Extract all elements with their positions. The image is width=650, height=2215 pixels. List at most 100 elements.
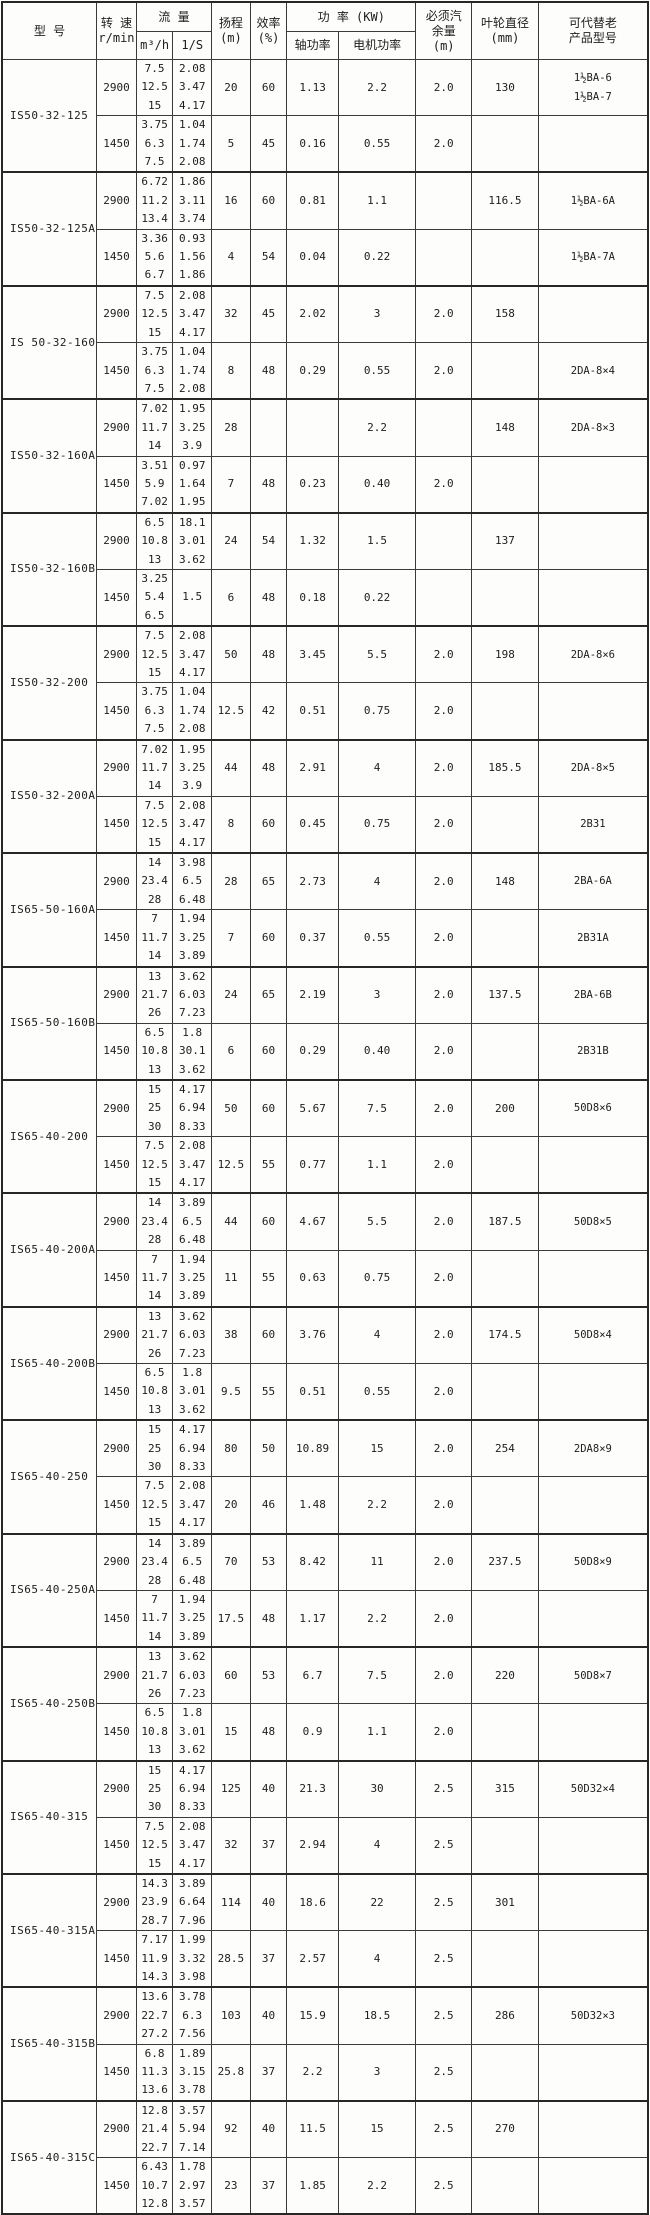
spec-row: 1450 3.75 6.3 7.5 1.04 1.74 2.08 8 48 0.29 0.55 2.0… <box>2 342 649 400</box>
flow-m3h-values: 6.72 11.2 13.4 <box>135 171 174 230</box>
flow-m3h-values: 7.5 12.5 15 <box>135 1816 174 1875</box>
flow-ls-values: 3.98 6.5 6.48 <box>172 852 213 911</box>
col-header-flow: 流 量 <box>135 1 213 32</box>
speed-value: 2900 <box>96 1419 137 1478</box>
speed-value: 1450 <box>96 455 137 514</box>
speed-value: 2900 <box>96 1759 137 1818</box>
flow-ls-values: 3.89 6.5 6.48 <box>172 1532 213 1591</box>
flow-ls-values: 3.57 5.94 7.14 <box>172 2099 213 2159</box>
col-header-motor-power: 电机功率 <box>337 31 417 60</box>
head-value: 38 <box>211 1305 251 1365</box>
flow-ls-values: 1.04 1.74 2.08 <box>172 342 213 400</box>
head-value: 60 <box>211 1646 251 1705</box>
head-value: 28.5 <box>211 1930 251 1988</box>
speed-value: 1450 <box>96 795 137 854</box>
model-name: IS65-40-315 <box>1 1759 98 1875</box>
model-name: IS65-40-250A <box>1 1532 98 1648</box>
motor-power-value: 0.22 <box>337 228 417 287</box>
spec-row: IS65-40-200B 2900 13 21.7 26 3.62 6.03 7.23 38 60… <box>1 1305 649 1421</box>
shaft-power-value: 5.67 <box>286 1078 339 1138</box>
head-value: 8 <box>211 795 251 854</box>
efficiency-value: 40 <box>249 1759 288 1818</box>
impeller-diameter-value <box>471 1816 539 1875</box>
col-header-flow-m3h: m³/h <box>135 31 174 60</box>
head-value: 32 <box>211 1816 251 1875</box>
flow-ls-values: 1.89 3.15 3.78 <box>172 2043 213 2102</box>
npsh-value: 2.0 <box>415 1646 473 1705</box>
head-value: 28 <box>211 852 251 911</box>
motor-power-value: 7.5 <box>337 1078 417 1138</box>
impeller-diameter-value: 116.5 <box>471 171 539 230</box>
efficiency-value: 65 <box>249 852 288 911</box>
spec-row: 1450 7 11.7 14 1.94 3.25 3.89 7 60 0.37 0.55 2.0 2B3… <box>2 909 649 967</box>
flow-m3h-values: 14 23.4 28 <box>135 852 174 911</box>
motor-power-value: 0.75 <box>337 1249 417 1308</box>
old-model-value <box>537 2157 649 2215</box>
efficiency-value: 55 <box>249 1363 288 1421</box>
impeller-diameter-value: 237.5 <box>471 1532 539 1591</box>
spec-row: IS50-32-125 2900 7.5 12.5 15 2.08 3.47 4.17 20 60… <box>1 58 649 173</box>
flow-ls-values: 1.8 3.01 3.62 <box>172 1703 213 1762</box>
old-model-value: 2BA-6A <box>537 852 649 911</box>
old-model-value <box>537 1249 649 1308</box>
impeller-diameter-value <box>471 2157 539 2215</box>
shaft-power-value: 0.04 <box>286 228 339 287</box>
speed-value: 2900 <box>96 1078 137 1138</box>
motor-power-value: 5.5 <box>337 625 417 684</box>
speed-value: 1450 <box>96 2043 137 2102</box>
efficiency-value: 60 <box>249 171 288 230</box>
efficiency-value <box>249 398 288 457</box>
npsh-value: 2.0 <box>415 1192 473 1251</box>
head-value: 11 <box>211 1249 251 1308</box>
head-value: 80 <box>211 1419 251 1478</box>
old-model-value: 2DA8×9 <box>537 1419 649 1478</box>
efficiency-value: 54 <box>249 511 288 570</box>
npsh-value: 2.5 <box>415 1759 473 1818</box>
impeller-diameter-value <box>471 2043 539 2102</box>
spec-row: IS50-32-200A 2900 7.02 11.7 14 1.95 3.25 3.9 44 4… <box>1 738 649 854</box>
spec-row: IS65-50-160A 2900 14 23.4 28 3.98 6.5 6.48 28 65 2… <box>1 852 649 968</box>
spec-row: 1450 7 11.7 14 1.94 3.25 3.89 11 55 0.63 0.75 2.0 <box>2 1249 649 1308</box>
flow-ls-values: 2.08 3.47 4.17 <box>172 1476 213 1535</box>
speed-value: 1450 <box>96 228 137 287</box>
shaft-power-value: 2.19 <box>286 965 339 1024</box>
impeller-diameter-value <box>471 568 539 627</box>
head-value: 12.5 <box>211 682 251 741</box>
head-value: 25.8 <box>211 2043 251 2102</box>
efficiency-value: 60 <box>249 1022 288 1081</box>
efficiency-value: 53 <box>249 1646 288 1705</box>
efficiency-value: 40 <box>249 1873 288 1932</box>
npsh-value: 2.0 <box>415 1476 473 1535</box>
shaft-power-value: 3.76 <box>286 1305 339 1365</box>
spec-row: IS50-32-160A 2900 7.02 11.7 14 1.95 3.25 3.9 28 2… <box>1 398 649 514</box>
motor-power-value: 2.2 <box>337 2157 417 2215</box>
efficiency-value: 40 <box>249 2099 288 2159</box>
shaft-power-value: 4.67 <box>286 1192 339 1251</box>
flow-m3h-values: 6.43 10.7 12.8 <box>135 2157 174 2215</box>
motor-power-value: 0.55 <box>337 115 417 173</box>
head-value: 20 <box>211 1476 251 1535</box>
speed-value: 2900 <box>96 58 137 117</box>
old-model-value <box>537 1873 649 1932</box>
col-header-npsh: 必须汽 余量 (m) <box>415 1 473 60</box>
shaft-power-value: 0.77 <box>286 1136 339 1194</box>
spec-row: 1450 7.17 11.9 14.3 1.99 3.32 3.98 28.5 37 2.57 4 2… <box>2 1930 649 1988</box>
npsh-value: 2.0 <box>415 58 473 117</box>
motor-power-value: 7.5 <box>337 1646 417 1705</box>
shaft-power-value: 0.51 <box>286 1363 339 1421</box>
flow-ls-values: 3.89 6.5 6.48 <box>172 1192 213 1251</box>
shaft-power-value: 1.17 <box>286 1589 339 1648</box>
flow-m3h-values: 3.51 5.9 7.02 <box>135 455 174 514</box>
flow-m3h-values: 6.5 10.8 13 <box>135 1363 174 1421</box>
flow-m3h-values: 14 23.4 28 <box>135 1532 174 1591</box>
impeller-diameter-value: 130 <box>471 58 539 117</box>
efficiency-value: 55 <box>249 1136 288 1194</box>
flow-ls-values: 1.78 2.97 3.57 <box>172 2157 213 2215</box>
speed-value: 2900 <box>96 625 137 684</box>
col-header-flow-ls: 1/S <box>172 31 213 60</box>
spec-row: IS65-40-200 2900 15 25 30 4.17 6.94 8.33 50 60 5.6… <box>1 1078 649 1194</box>
col-header-speed: 转 速 r/min <box>96 1 137 60</box>
flow-ls-values: 2.08 3.47 4.17 <box>172 1136 213 1194</box>
motor-power-value: 1.5 <box>337 511 417 570</box>
